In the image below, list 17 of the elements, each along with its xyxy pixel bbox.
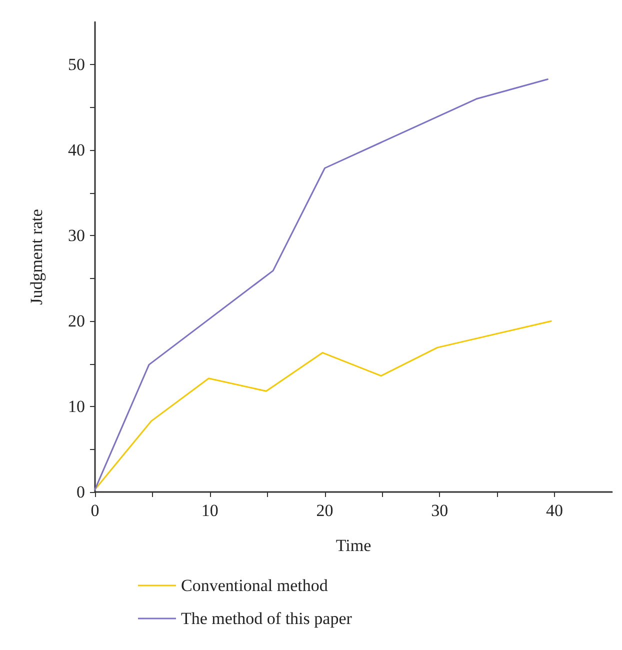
legend-label: Conventional method	[181, 576, 328, 595]
x-tick-label: 40	[546, 501, 564, 520]
y-tick-label: 20	[68, 312, 85, 331]
x-tick-label: 20	[316, 501, 334, 520]
legend-label: The method of this paper	[181, 609, 352, 628]
x-axis-title: Time	[336, 536, 372, 555]
y-tick-label: 30	[68, 226, 85, 246]
line-series	[94, 320, 552, 490]
x-tick-label: 0	[90, 501, 100, 520]
y-tick-label: 50	[68, 55, 85, 74]
y-tick-label: 10	[68, 397, 85, 416]
x-tick-label: 10	[201, 501, 218, 520]
y-tick-label: 40	[68, 140, 85, 160]
y-axis-title: Judgment rate	[27, 209, 46, 305]
x-tick-label: 30	[431, 501, 448, 520]
line-series	[94, 78, 548, 490]
y-tick-label: 0	[76, 482, 85, 502]
